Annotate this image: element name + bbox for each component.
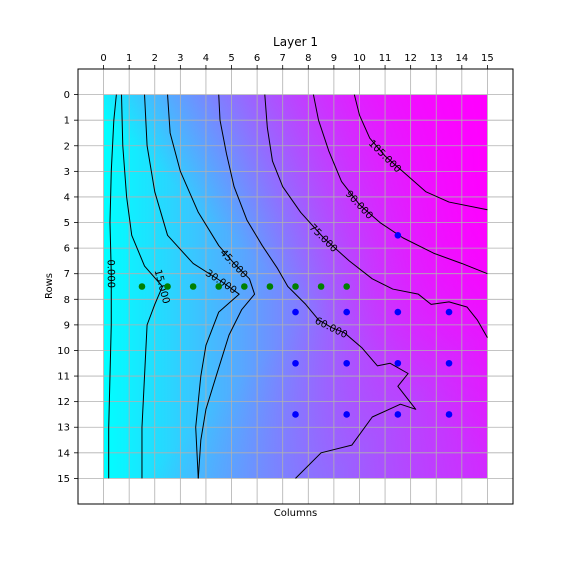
contour-line-105 [353,94,488,211]
series-0-point [266,283,274,290]
series-0-point [317,283,325,290]
y-tick-label: 14 [57,448,70,459]
series-0-point [189,283,197,290]
series-1-point [343,411,350,418]
series-0-point [343,283,350,290]
series-1-point [445,411,453,418]
y-tick-label: 2 [64,141,70,152]
x-tick-label: 11 [379,53,392,64]
series-1-point [394,411,402,418]
x-axis-ticks: 0 1 2 3 4 5 6 7 8 9 10 11 12 13 14 15 [100,53,494,69]
plot-frame [77,68,514,505]
contour-line-45 [167,94,256,479]
series-0-point [164,283,171,290]
x-tick-label: 12 [404,53,417,64]
x-tick-label: 6 [254,53,260,64]
series-1-point [343,308,350,316]
x-tick-label: 1 [126,53,132,64]
x-axis-title: Columns [274,508,318,519]
contour-line-60 [218,94,417,479]
series-1-point [394,232,402,239]
contour-lines [108,94,488,479]
x-tick-label: 2 [152,53,158,64]
x-tick-label: 5 [228,53,234,64]
x-tick-label: 14 [455,53,468,64]
scatter-points [138,232,453,418]
y-tick-label: 12 [57,397,70,408]
x-tick-label: 4 [203,53,209,64]
series-1-point [292,308,299,316]
x-tick-label: 9 [331,53,337,64]
y-tick-label: 7 [64,269,70,280]
y-tick-label: 5 [64,218,70,229]
y-tick-label: 4 [64,192,70,203]
series-1-point [445,308,453,316]
y-tick-label: 0 [64,90,70,101]
series-1-point [292,359,299,367]
contour-line-15 [121,94,163,479]
x-tick-label: 15 [481,53,494,64]
y-tick-label: 6 [64,244,70,255]
chart-title: Layer 1 [273,35,318,49]
series-0-point [138,283,146,290]
series-1-point [292,411,299,418]
y-tick-label: 9 [64,320,70,331]
y-tick-label: 13 [57,423,70,434]
x-tick-label: 10 [353,53,366,64]
y-tick-label: 1 [64,116,70,127]
x-tick-label: 13 [430,53,443,64]
x-tick-label: 7 [280,53,286,64]
contour-label-text: 0.000 [105,259,116,288]
y-tick-label: 3 [64,167,70,178]
series-1-point [445,359,453,367]
contour-label-0: 0.000 [105,259,116,288]
series-1-point [394,308,402,316]
contour-line-90 [312,94,488,275]
series-0-point [292,283,299,290]
contour-line-75 [264,94,488,338]
grid [78,69,513,504]
y-tick-label: 8 [64,295,70,306]
contour-line-0 [108,94,117,479]
contour-line-30 [144,94,240,479]
y-tick-label: 10 [57,346,70,357]
series-0-point [215,283,223,290]
series-1-point [343,359,350,367]
x-tick-label: 3 [177,53,183,64]
x-tick-label: 0 [100,53,106,64]
y-tick-label: 11 [57,372,70,383]
series-0-point [241,283,248,290]
y-tick-label: 15 [57,474,70,485]
series-1-point [394,359,402,367]
x-tick-label: 8 [305,53,311,64]
y-axis-title: Rows [44,273,55,299]
